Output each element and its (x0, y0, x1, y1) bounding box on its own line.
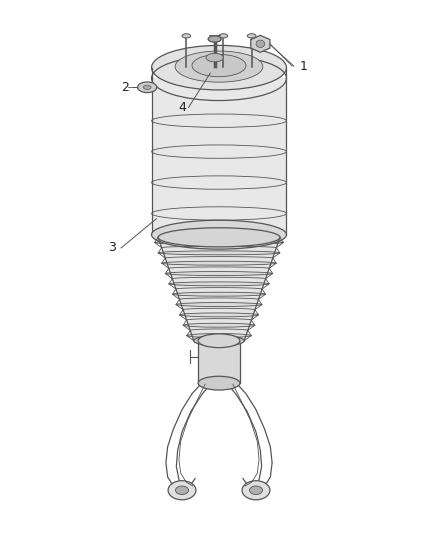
Bar (198, 341, 240, 383)
Ellipse shape (138, 82, 157, 93)
Ellipse shape (152, 220, 286, 249)
Text: 3: 3 (109, 241, 117, 254)
Ellipse shape (247, 34, 256, 38)
Ellipse shape (168, 481, 196, 500)
Ellipse shape (250, 486, 262, 495)
Ellipse shape (176, 486, 188, 495)
Ellipse shape (152, 45, 286, 90)
Ellipse shape (158, 251, 280, 255)
Text: 1: 1 (300, 60, 308, 72)
Ellipse shape (206, 53, 223, 62)
Polygon shape (158, 237, 280, 341)
Bar (152, 78, 286, 235)
Ellipse shape (176, 303, 262, 306)
Ellipse shape (165, 271, 273, 276)
Ellipse shape (256, 40, 265, 47)
Ellipse shape (208, 36, 221, 42)
Ellipse shape (180, 313, 258, 317)
Ellipse shape (158, 228, 280, 247)
Text: 2: 2 (121, 81, 129, 94)
Ellipse shape (219, 34, 228, 38)
Ellipse shape (183, 323, 255, 327)
Ellipse shape (187, 334, 251, 337)
Ellipse shape (162, 261, 276, 265)
Text: 4: 4 (178, 101, 186, 114)
Ellipse shape (173, 292, 265, 296)
Ellipse shape (198, 376, 240, 390)
Ellipse shape (169, 282, 269, 286)
Polygon shape (251, 35, 270, 52)
Ellipse shape (192, 54, 246, 77)
Ellipse shape (194, 335, 244, 346)
Ellipse shape (242, 481, 270, 500)
Ellipse shape (175, 51, 263, 82)
Ellipse shape (143, 85, 151, 90)
Ellipse shape (198, 334, 240, 348)
Ellipse shape (182, 34, 191, 38)
Ellipse shape (155, 240, 283, 245)
